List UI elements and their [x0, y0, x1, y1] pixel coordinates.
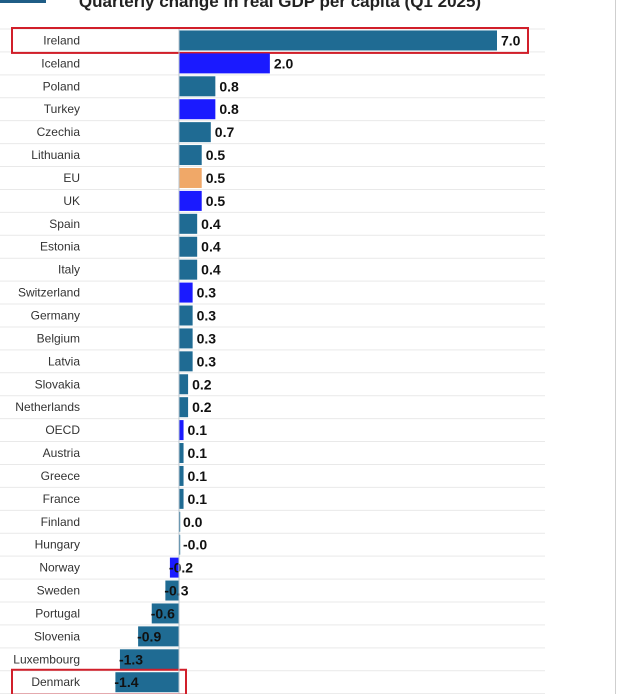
header-accent-bar	[0, 0, 46, 3]
value-label-greece: 0.1	[188, 468, 208, 484]
category-label-greece: Greece	[41, 469, 81, 483]
bar-portugal	[151, 603, 179, 624]
bar-netherlands	[179, 397, 189, 418]
category-label-lithuania: Lithuania	[31, 148, 80, 162]
value-label-turkey: 0.8	[219, 101, 239, 117]
category-label-hungary: Hungary	[35, 538, 80, 552]
value-label-germany: 0.3	[197, 308, 217, 324]
value-label-iceland: 2.0	[274, 55, 294, 71]
value-label-estonia: 0.4	[201, 239, 221, 255]
bar-hungary	[179, 534, 181, 555]
bar-slovenia	[138, 626, 179, 647]
bar-luxembourg	[119, 649, 179, 670]
bar-belgium	[179, 328, 193, 349]
value-label-finland: 0.0	[183, 514, 203, 530]
bar-finland	[179, 511, 181, 532]
category-label-oecd: OECD	[45, 423, 80, 437]
bar-austria	[179, 443, 184, 464]
category-label-slovenia: Slovenia	[34, 629, 80, 643]
bar-norway	[169, 557, 179, 578]
value-label-norway: -0.2	[169, 560, 193, 576]
value-label-sweden: -0.3	[164, 583, 188, 599]
category-label-finland: Finland	[41, 515, 80, 529]
bar-spain	[179, 213, 198, 234]
bar-france	[179, 488, 184, 509]
bar-iceland	[179, 53, 270, 74]
value-label-uk: 0.5	[206, 193, 226, 209]
category-label-france: France	[43, 492, 81, 506]
value-label-netherlands: 0.2	[192, 399, 212, 415]
category-label-italy: Italy	[58, 263, 80, 277]
bar-ireland	[179, 30, 497, 51]
highlight-outline-ireland	[11, 27, 529, 54]
value-label-italy: 0.4	[201, 262, 221, 278]
bar-greece	[179, 465, 184, 486]
value-label-eu: 0.5	[206, 170, 226, 186]
category-label-eu: EU	[63, 171, 80, 185]
value-label-spain: 0.4	[201, 216, 221, 232]
category-label-austria: Austria	[43, 446, 81, 460]
category-label-slovakia: Slovakia	[35, 377, 81, 391]
value-label-france: 0.1	[188, 491, 208, 507]
panel-divider	[615, 0, 616, 694]
bar-italy	[179, 259, 198, 280]
category-label-switzerland: Switzerland	[18, 286, 80, 300]
value-label-czechia: 0.7	[215, 124, 235, 140]
value-label-slovakia: 0.2	[192, 376, 212, 392]
value-label-switzerland: 0.3	[197, 285, 217, 301]
bar-oecd	[179, 420, 184, 441]
value-label-hungary: -0.0	[183, 537, 207, 553]
value-label-ireland: 7.0	[501, 32, 521, 48]
bar-poland	[179, 76, 216, 97]
value-label-belgium: 0.3	[197, 330, 217, 346]
bar-uk	[179, 190, 202, 211]
bar-turkey	[179, 99, 216, 120]
bar-eu	[179, 167, 202, 188]
category-label-turkey: Turkey	[44, 102, 80, 116]
bar-latvia	[179, 351, 193, 372]
category-label-belgium: Belgium	[37, 331, 80, 345]
category-label-denmark: Denmark	[31, 675, 81, 689]
highlight-outline-denmark	[11, 668, 187, 694]
category-label-norway: Norway	[39, 561, 80, 575]
chart-title: Quarterly change in real GDP per capita …	[78, 0, 482, 11]
value-label-denmark: -1.4	[114, 674, 138, 690]
value-label-latvia: 0.3	[197, 353, 217, 369]
category-label-sweden: Sweden	[37, 584, 80, 598]
value-label-lithuania: 0.5	[206, 147, 226, 163]
bar-denmark	[115, 672, 179, 693]
value-label-poland: 0.8	[219, 78, 239, 94]
category-label-uk: UK	[63, 194, 80, 208]
value-label-austria: 0.1	[188, 445, 208, 461]
bar-sweden	[165, 580, 179, 601]
category-label-estonia: Estonia	[40, 240, 80, 254]
category-label-spain: Spain	[49, 217, 80, 231]
category-label-netherlands: Netherlands	[15, 400, 80, 414]
bar-slovakia	[179, 374, 189, 395]
bar-lithuania	[179, 145, 202, 166]
category-label-portugal: Portugal	[35, 606, 80, 620]
category-label-luxembourg: Luxembourg	[13, 652, 80, 666]
bar-germany	[179, 305, 193, 326]
category-label-iceland: Iceland	[41, 56, 80, 70]
category-label-germany: Germany	[31, 309, 80, 323]
value-label-luxembourg: -1.3	[119, 651, 143, 667]
category-label-latvia: Latvia	[48, 354, 80, 368]
category-label-ireland: Ireland	[43, 33, 80, 47]
value-label-oecd: 0.1	[188, 422, 208, 438]
category-label-poland: Poland	[43, 79, 80, 93]
category-label-czechia: Czechia	[37, 125, 81, 139]
bar-estonia	[179, 236, 198, 257]
bar-switzerland	[179, 282, 193, 303]
value-label-slovenia: -0.9	[137, 628, 161, 644]
value-label-portugal: -0.6	[151, 605, 175, 621]
bar-czechia	[179, 122, 211, 143]
